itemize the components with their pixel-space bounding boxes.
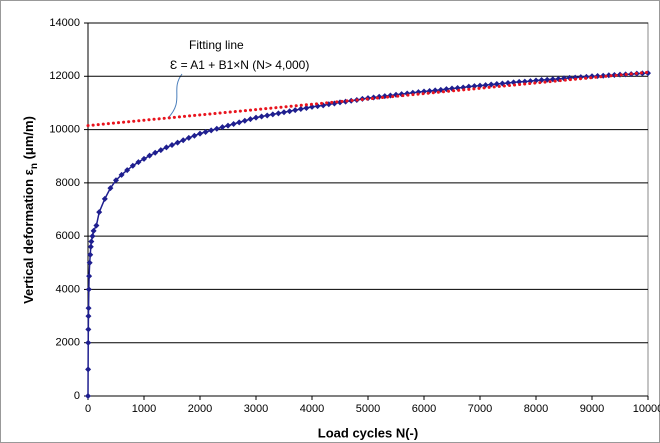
marker — [208, 127, 215, 134]
callout — [167, 73, 183, 119]
x-tick-label: 1000 — [132, 403, 156, 415]
y-tick-label: 6000 — [56, 230, 80, 242]
x-tick-label: 9000 — [580, 403, 604, 415]
marker — [303, 104, 310, 111]
marker — [87, 243, 94, 250]
marker — [129, 162, 136, 169]
marker — [157, 147, 164, 154]
marker — [465, 83, 472, 90]
marker — [86, 273, 93, 280]
marker — [247, 116, 254, 123]
marker — [281, 109, 287, 116]
marker — [85, 305, 92, 312]
marker — [85, 339, 92, 346]
marker — [107, 185, 114, 192]
marker — [163, 144, 170, 151]
marker — [275, 110, 282, 117]
marker — [225, 122, 231, 129]
x-tick-label: 0 — [85, 403, 91, 415]
y-axis-title-sub: n — [29, 163, 40, 169]
y-tick-label: 12000 — [49, 70, 80, 82]
annotation: Ɛ = A1 + B1×N (N> 4,000) — [170, 58, 309, 72]
marker — [101, 195, 108, 202]
marker — [253, 114, 259, 121]
marker — [180, 137, 187, 144]
y-axis-title: Vertical deformation εn (μm/m) — [21, 116, 39, 304]
marker — [85, 286, 92, 293]
y-tick-label: 14000 — [49, 17, 80, 29]
marker — [202, 128, 209, 135]
x-tick-label: 5000 — [356, 403, 380, 415]
y-axis-title-unit: (μm/m) — [21, 116, 36, 163]
marker — [185, 134, 192, 141]
marker — [230, 120, 237, 127]
x-axis-title: Load cycles N(-) — [318, 425, 418, 440]
marker — [241, 117, 248, 124]
x-tick-label: 2000 — [188, 403, 212, 415]
marker — [191, 132, 198, 139]
marker — [89, 233, 96, 240]
marker — [169, 142, 175, 149]
marker — [146, 152, 153, 159]
marker — [236, 119, 243, 126]
marker — [88, 238, 95, 245]
y-tick-label: 2000 — [56, 337, 80, 349]
marker — [174, 139, 181, 146]
marker — [85, 366, 92, 373]
marker — [219, 124, 226, 131]
y-tick-label: 8000 — [56, 177, 80, 189]
marker — [141, 155, 147, 162]
annotation: Fitting line — [189, 38, 244, 52]
marker — [471, 83, 478, 90]
marker — [118, 171, 125, 178]
marker — [197, 130, 203, 137]
y-tick-label: 10000 — [49, 123, 80, 135]
marker — [292, 107, 299, 114]
x-tick-label: 3000 — [244, 403, 268, 415]
marker — [264, 112, 271, 119]
marker — [269, 111, 276, 118]
marker — [152, 149, 159, 156]
marker — [521, 78, 528, 85]
y-axis-title-main: Vertical deformation ε — [21, 169, 36, 304]
fit-line — [86, 70, 650, 128]
marker — [258, 113, 265, 120]
x-tick-label: 7000 — [468, 403, 492, 415]
y-tick-label: 4000 — [56, 283, 80, 295]
marker — [96, 209, 103, 216]
marker — [93, 222, 100, 229]
marker — [113, 177, 119, 184]
marker — [90, 227, 97, 234]
x-tick-label: 8000 — [524, 403, 548, 415]
x-tick-label: 4000 — [300, 403, 324, 415]
marker — [86, 259, 93, 266]
y-tick-label: 0 — [74, 390, 80, 402]
marker — [85, 313, 92, 320]
marker — [87, 251, 94, 258]
marker — [135, 159, 142, 166]
x-tick-label: 10000 — [633, 403, 660, 415]
marker — [124, 167, 131, 174]
marker — [286, 108, 293, 115]
x-tick-label: 6000 — [412, 403, 436, 415]
marker — [213, 125, 220, 132]
marker — [297, 106, 304, 113]
marker — [516, 78, 523, 85]
marker — [85, 326, 92, 333]
marker — [85, 393, 91, 399]
